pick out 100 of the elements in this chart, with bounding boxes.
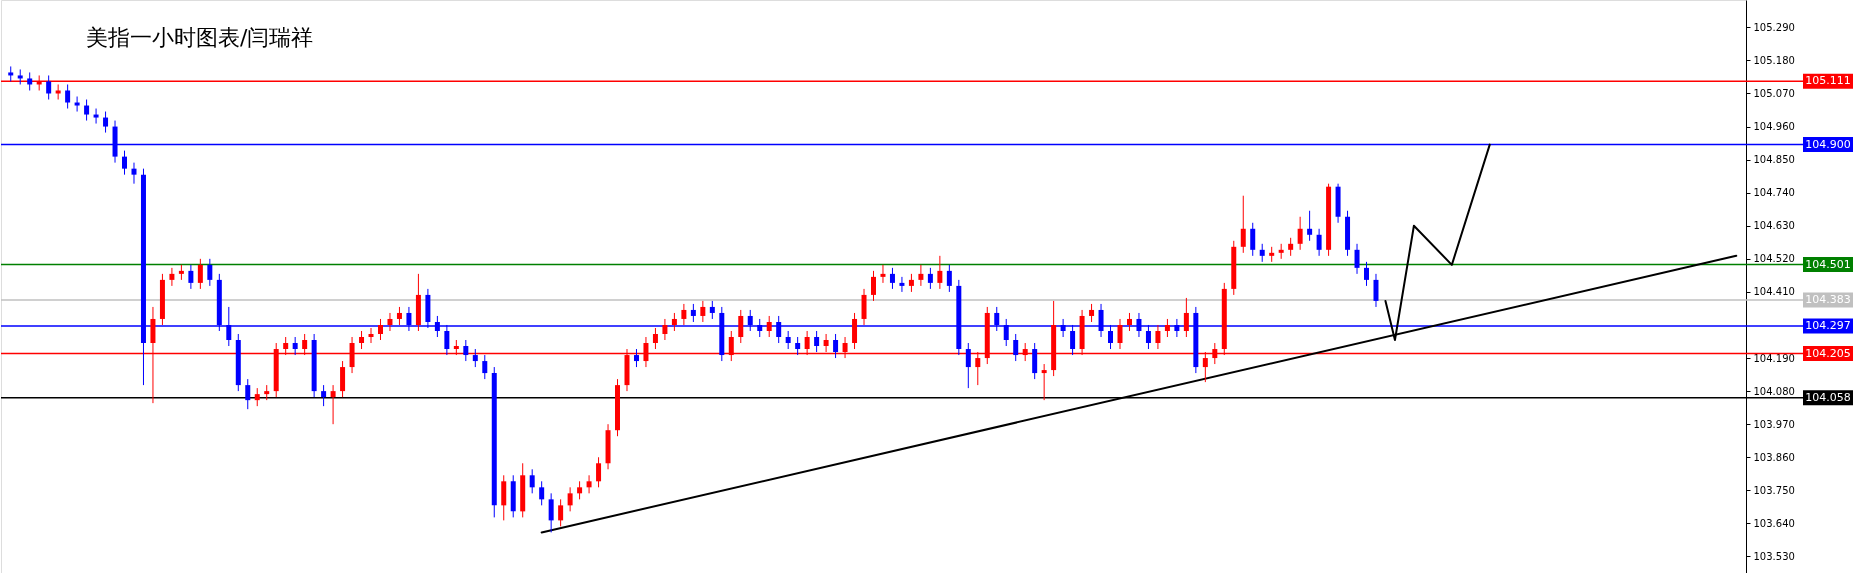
candlestick [377,318,383,341]
ref-line-label: 105.111 [1805,74,1851,88]
text: 美指一小时图表/闫瑞祥 [86,25,314,50]
candlestick [245,378,251,410]
ref-line-label: 104.383 [1805,293,1851,307]
candlestick [709,300,715,320]
candlestick [596,456,602,488]
y-tick-label: 104.080 [1753,385,1795,397]
candlestick [359,330,365,350]
candlestick [633,348,639,368]
candlestick [74,96,80,113]
ref-line-label: 104.205 [1805,346,1851,360]
candlestick [55,83,61,101]
candlestick [122,150,128,176]
candlestick [1354,243,1360,275]
candlestick [558,498,564,527]
y-tick-label: 104.190 [1753,352,1795,364]
y-tick-label: 104.520 [1753,253,1795,265]
candlestick [766,315,772,338]
y-tick-label: 105.290 [1753,21,1795,33]
y-tick-label: 104.410 [1753,286,1795,298]
candlestick [482,354,488,380]
y-tick-label: 105.180 [1753,54,1795,66]
candlestick [387,312,393,332]
ref-line-label: 104.900 [1805,137,1851,151]
candlestick [946,264,952,293]
candlestick [254,387,260,407]
candlestick [27,71,33,91]
candlestick [889,267,895,290]
candlestick [197,258,203,290]
candlestick [84,99,90,122]
candlestick [899,276,905,293]
candlestick [1041,363,1047,401]
candlestick [671,312,677,332]
candlestick [681,303,687,326]
candlestick [1364,261,1370,287]
candlestick [548,492,554,533]
candlestick [795,336,801,356]
candlestick [65,83,71,110]
candlestick [207,258,213,287]
y-tick-label: 103.860 [1753,451,1795,463]
candlestick [690,303,696,323]
candlestick [965,342,971,389]
ref-line-label: 104.297 [1805,318,1851,332]
candlestick [321,384,327,407]
candlestick [1089,303,1095,323]
candlestick [472,348,478,368]
candlestick [93,108,99,125]
candlestick [662,318,668,341]
candlestick [396,306,402,326]
candlestick [880,264,886,284]
candlestick [652,327,658,350]
candlestick [1164,318,1170,338]
candlestick [1297,216,1303,251]
candlestick [908,273,914,293]
candlestick [103,111,109,134]
y-tick-label: 104.630 [1753,220,1795,232]
candlestick [586,474,592,494]
candlestick [814,330,820,353]
candlestick [1316,228,1322,257]
candlestick [833,333,839,359]
candlestick [131,162,137,185]
candlestick [738,309,744,344]
y-tick-label: 104.850 [1753,154,1795,166]
candlestick [1250,222,1256,257]
candlestick [1126,312,1132,332]
candlestick [1240,195,1246,254]
candlestick [330,384,336,425]
candlestick [1117,318,1123,350]
y-tick-label: 105.070 [1753,88,1795,99]
y-tick-label: 104.740 [1753,187,1795,199]
y-tick-label: 103.530 [1753,550,1795,562]
candlestick [1013,333,1019,362]
candlestick [1259,243,1265,263]
candlestick [927,267,933,290]
candlestick [567,486,573,512]
candlestick [1307,210,1313,242]
candlestick [1373,273,1379,308]
candlestick [871,270,876,302]
candlestick [937,255,943,290]
candlestick [46,74,52,101]
candlestick [1183,297,1189,338]
y-tick-label: 103.970 [1753,418,1795,430]
candlestick [292,336,298,356]
y-tick-label: 103.750 [1753,484,1795,496]
candlestick [700,300,706,323]
candlestick [169,267,175,287]
ref-line-label: 104.501 [1805,257,1851,271]
candlestick [188,264,194,290]
y-tick-label: 104.960 [1753,121,1795,133]
candlestick [1288,237,1294,257]
candlestick [1155,324,1161,350]
candlestick [918,264,924,287]
ref-line-label: 104.058 [1805,390,1851,404]
candlestick [539,480,545,506]
candlestick [577,480,583,500]
candlestick [368,327,374,344]
y-tick-label: 103.640 [1753,517,1795,529]
candlestick [529,468,535,494]
candlestick [463,339,469,362]
